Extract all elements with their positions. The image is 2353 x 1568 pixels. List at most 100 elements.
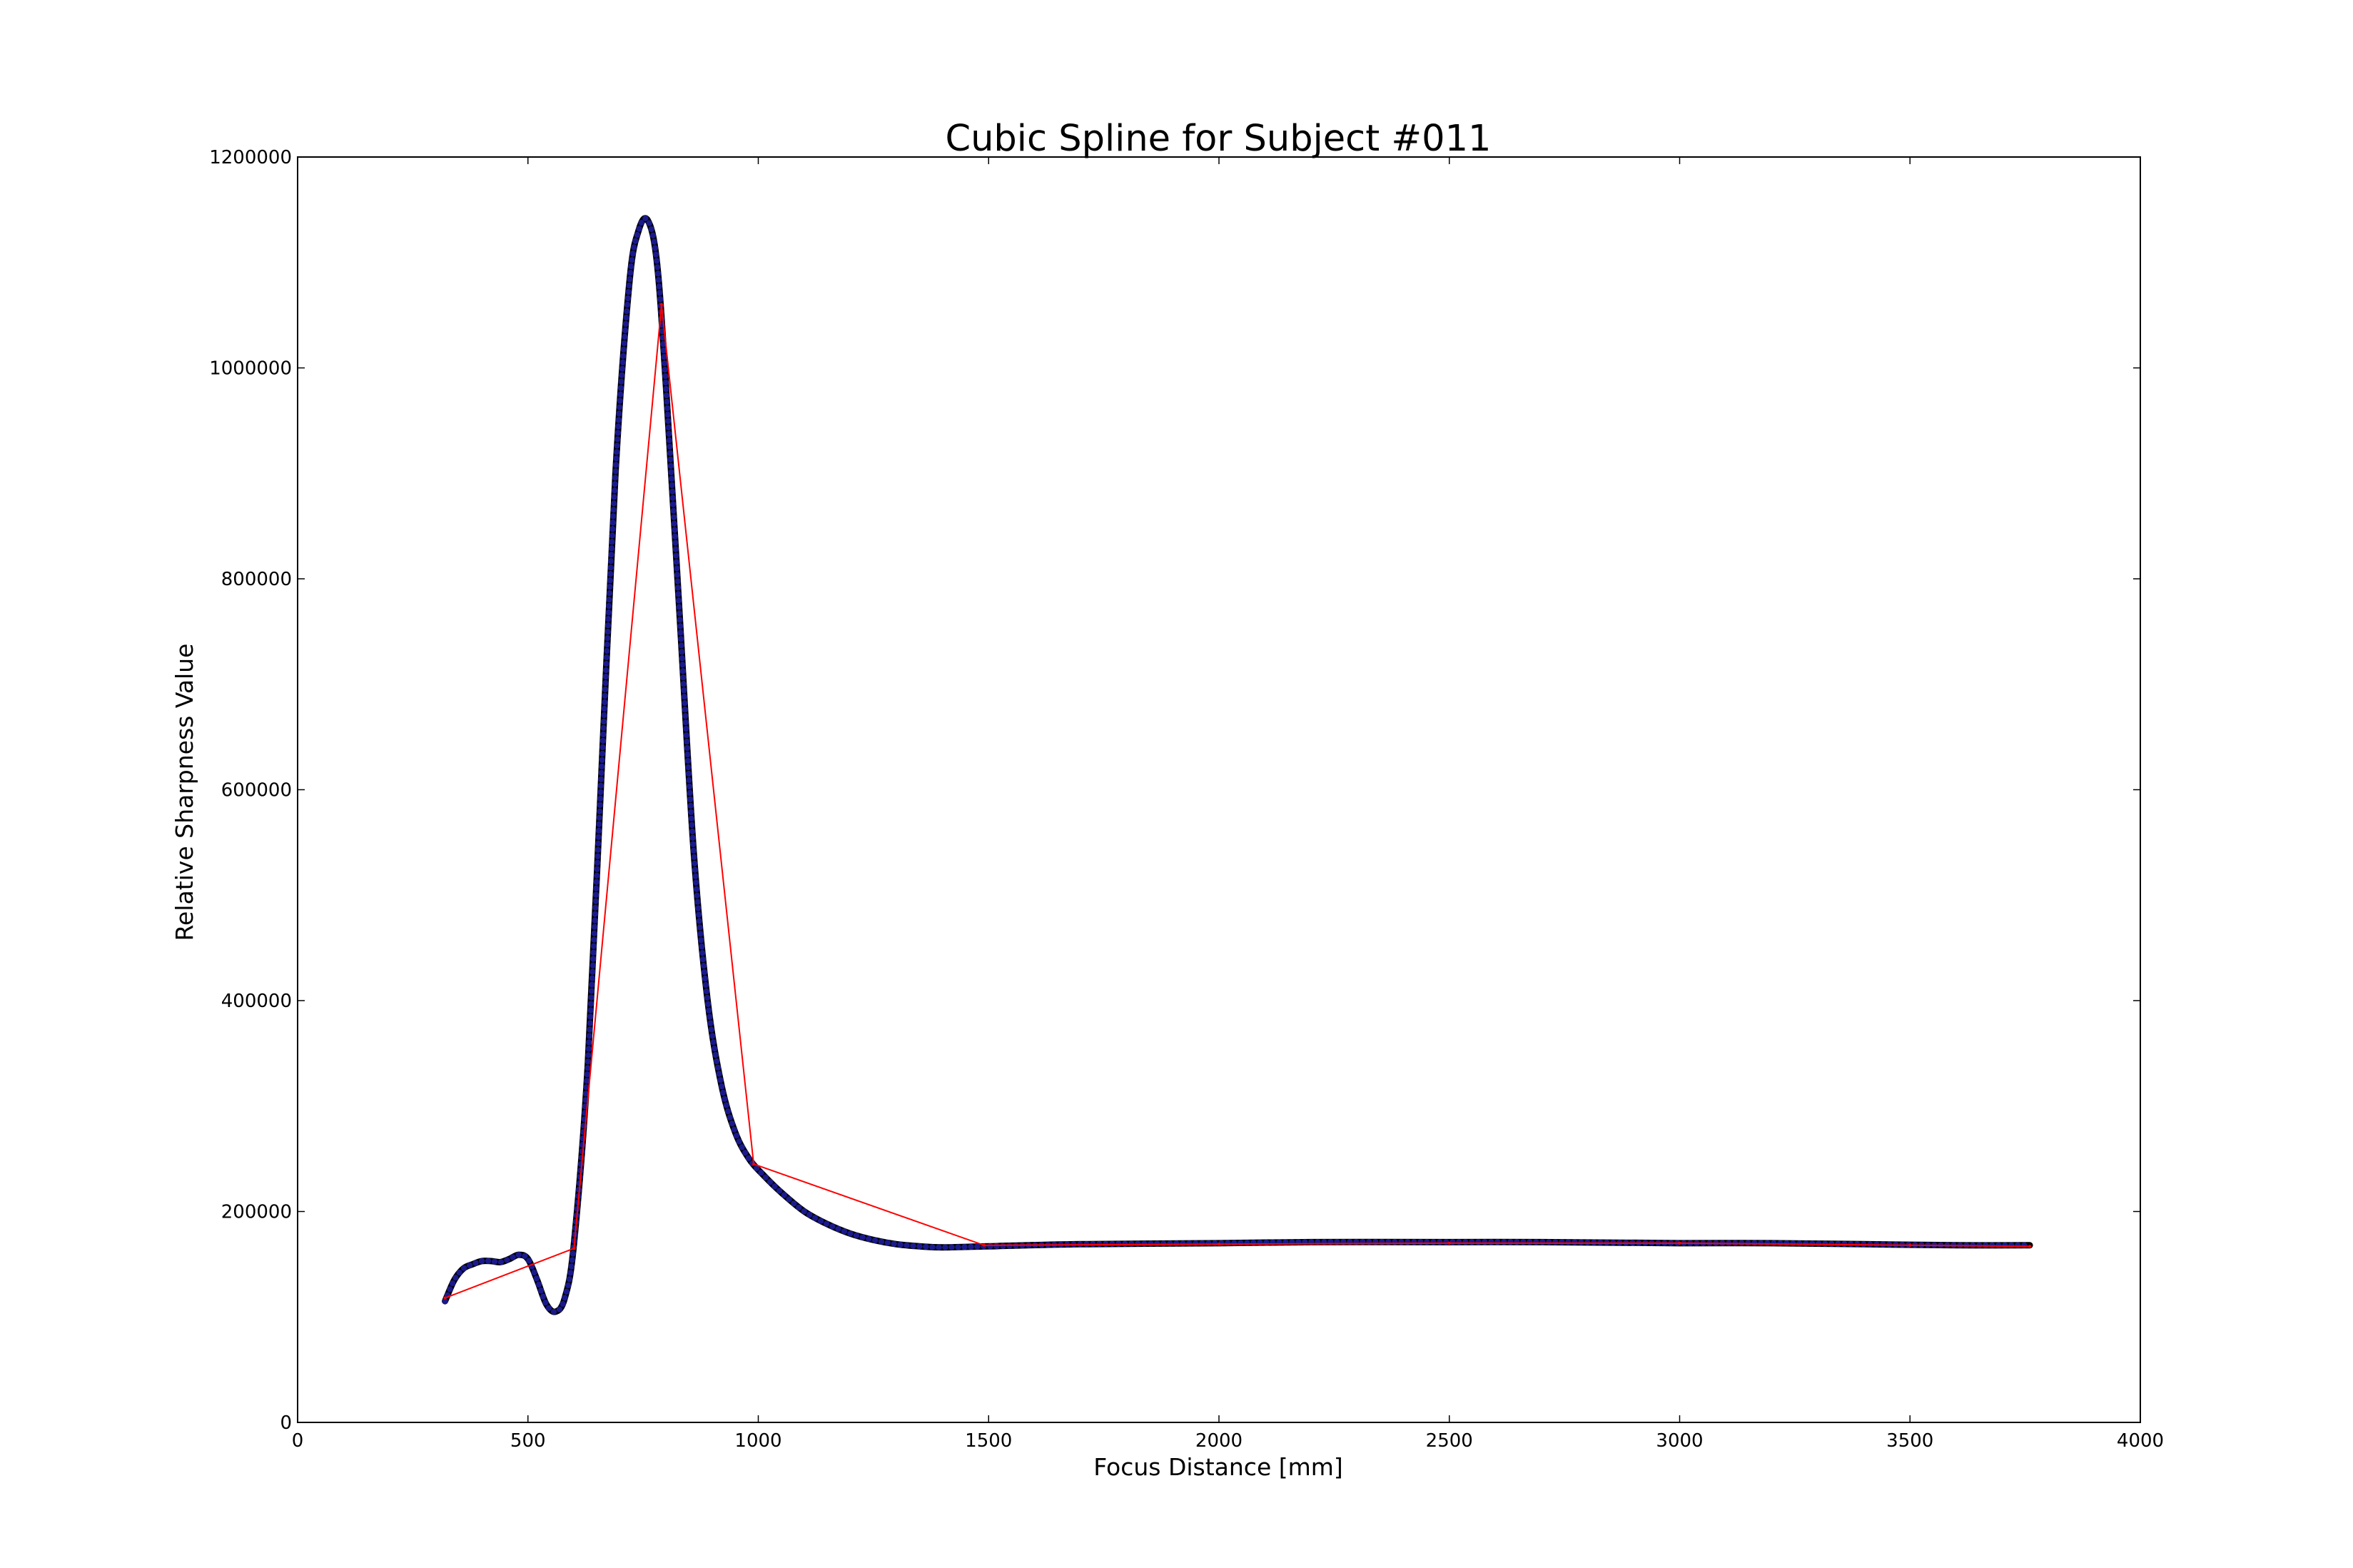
spline-point xyxy=(736,1138,742,1145)
spline-point xyxy=(652,245,659,251)
linear-series-point xyxy=(2028,1245,2032,1248)
y-tick-label: 200000 xyxy=(221,1202,292,1223)
spline-point xyxy=(603,654,610,661)
spline-point xyxy=(589,968,596,975)
spline-point xyxy=(1411,1239,1417,1245)
spline-point xyxy=(592,898,599,904)
spline-point xyxy=(604,641,611,648)
spline-point xyxy=(629,251,636,257)
spline-point xyxy=(2021,1242,2028,1248)
spline-point xyxy=(1186,1240,1193,1247)
spline-point xyxy=(606,596,612,603)
spline-point xyxy=(584,1071,590,1078)
spline-point xyxy=(599,750,606,757)
linear-series-point xyxy=(443,1296,447,1300)
spline-point xyxy=(671,514,677,520)
spline-point xyxy=(1167,1240,1173,1247)
spline-point xyxy=(859,1234,866,1240)
y-tick-label: 800000 xyxy=(221,569,292,590)
y-tick-label: 1000000 xyxy=(209,358,292,380)
spline-point xyxy=(674,578,681,585)
spline-point xyxy=(570,1250,576,1257)
spline-point xyxy=(1514,1239,1520,1245)
spline-point xyxy=(674,572,681,578)
spline-point xyxy=(612,462,619,468)
spline-point xyxy=(535,1281,542,1288)
spline-point xyxy=(662,366,668,373)
spline-point xyxy=(609,539,615,545)
spline-point xyxy=(619,359,626,365)
spline-point xyxy=(667,450,674,457)
spline-point xyxy=(703,988,710,995)
spline-point xyxy=(591,924,598,930)
spline-point xyxy=(667,443,673,450)
spline-point xyxy=(1430,1239,1437,1245)
spline-point xyxy=(663,392,670,399)
spline-point xyxy=(1520,1239,1527,1245)
spline-point xyxy=(1148,1240,1154,1247)
spline-point xyxy=(695,905,702,911)
x-tick-label: 3000 xyxy=(1656,1430,1703,1452)
spline-point xyxy=(610,507,617,513)
spline-point xyxy=(609,513,617,520)
spline-point xyxy=(597,808,603,815)
spline-point xyxy=(1398,1239,1405,1245)
spline-point xyxy=(624,295,632,302)
spline-point xyxy=(1225,1240,1231,1246)
spline-point xyxy=(447,1286,453,1293)
spline-point xyxy=(665,424,672,431)
spline-point xyxy=(595,834,602,841)
spline-point xyxy=(961,1243,968,1250)
spline-point xyxy=(714,1064,722,1071)
spline-point xyxy=(602,686,609,693)
spline-point xyxy=(697,931,704,937)
spline-point xyxy=(663,385,669,393)
spline-point xyxy=(618,378,624,385)
spline-point xyxy=(1424,1239,1430,1245)
spline-point xyxy=(739,1144,745,1150)
spline-point xyxy=(629,257,635,263)
spline-point xyxy=(762,1174,769,1180)
spline-point xyxy=(540,1293,547,1300)
spline-point xyxy=(590,949,597,956)
spline-point xyxy=(686,777,692,784)
spline-point xyxy=(1122,1240,1128,1247)
spline-point xyxy=(987,1243,993,1250)
spline-markers xyxy=(442,215,2028,1315)
spline-point xyxy=(614,442,620,449)
spline-point xyxy=(801,1208,807,1215)
spline-point xyxy=(786,1196,792,1203)
spline-point xyxy=(667,462,674,469)
spline-point xyxy=(562,1295,568,1301)
spline-point xyxy=(1816,1240,1822,1247)
spline-point xyxy=(603,667,609,674)
spline-point xyxy=(585,1058,592,1065)
spline-point xyxy=(2015,1242,2021,1249)
spline-point xyxy=(1096,1240,1103,1248)
spline-point xyxy=(2008,1242,2015,1249)
spline-point xyxy=(687,789,693,796)
spline-point xyxy=(589,981,595,988)
spline-point xyxy=(664,398,670,405)
spline-point xyxy=(651,238,657,245)
spline-point xyxy=(948,1244,955,1250)
spline-point xyxy=(610,500,617,507)
spline-point xyxy=(694,899,701,905)
spline-point xyxy=(1565,1239,1572,1245)
spline-point xyxy=(642,215,649,221)
spline-point xyxy=(597,789,604,796)
x-tick-label: 0 xyxy=(292,1430,304,1452)
spline-point xyxy=(684,744,691,752)
spline-point xyxy=(666,437,673,444)
spline-point xyxy=(968,1243,974,1250)
spline-point xyxy=(606,590,613,597)
spline-point xyxy=(627,269,634,276)
spline-point xyxy=(904,1242,910,1249)
spline-point xyxy=(584,1078,590,1084)
spline-point xyxy=(612,468,619,475)
spline-point xyxy=(593,885,599,891)
spline-point xyxy=(568,1263,575,1270)
spline-point xyxy=(449,1280,456,1287)
spline-point xyxy=(884,1240,891,1246)
spline-point xyxy=(702,975,709,982)
